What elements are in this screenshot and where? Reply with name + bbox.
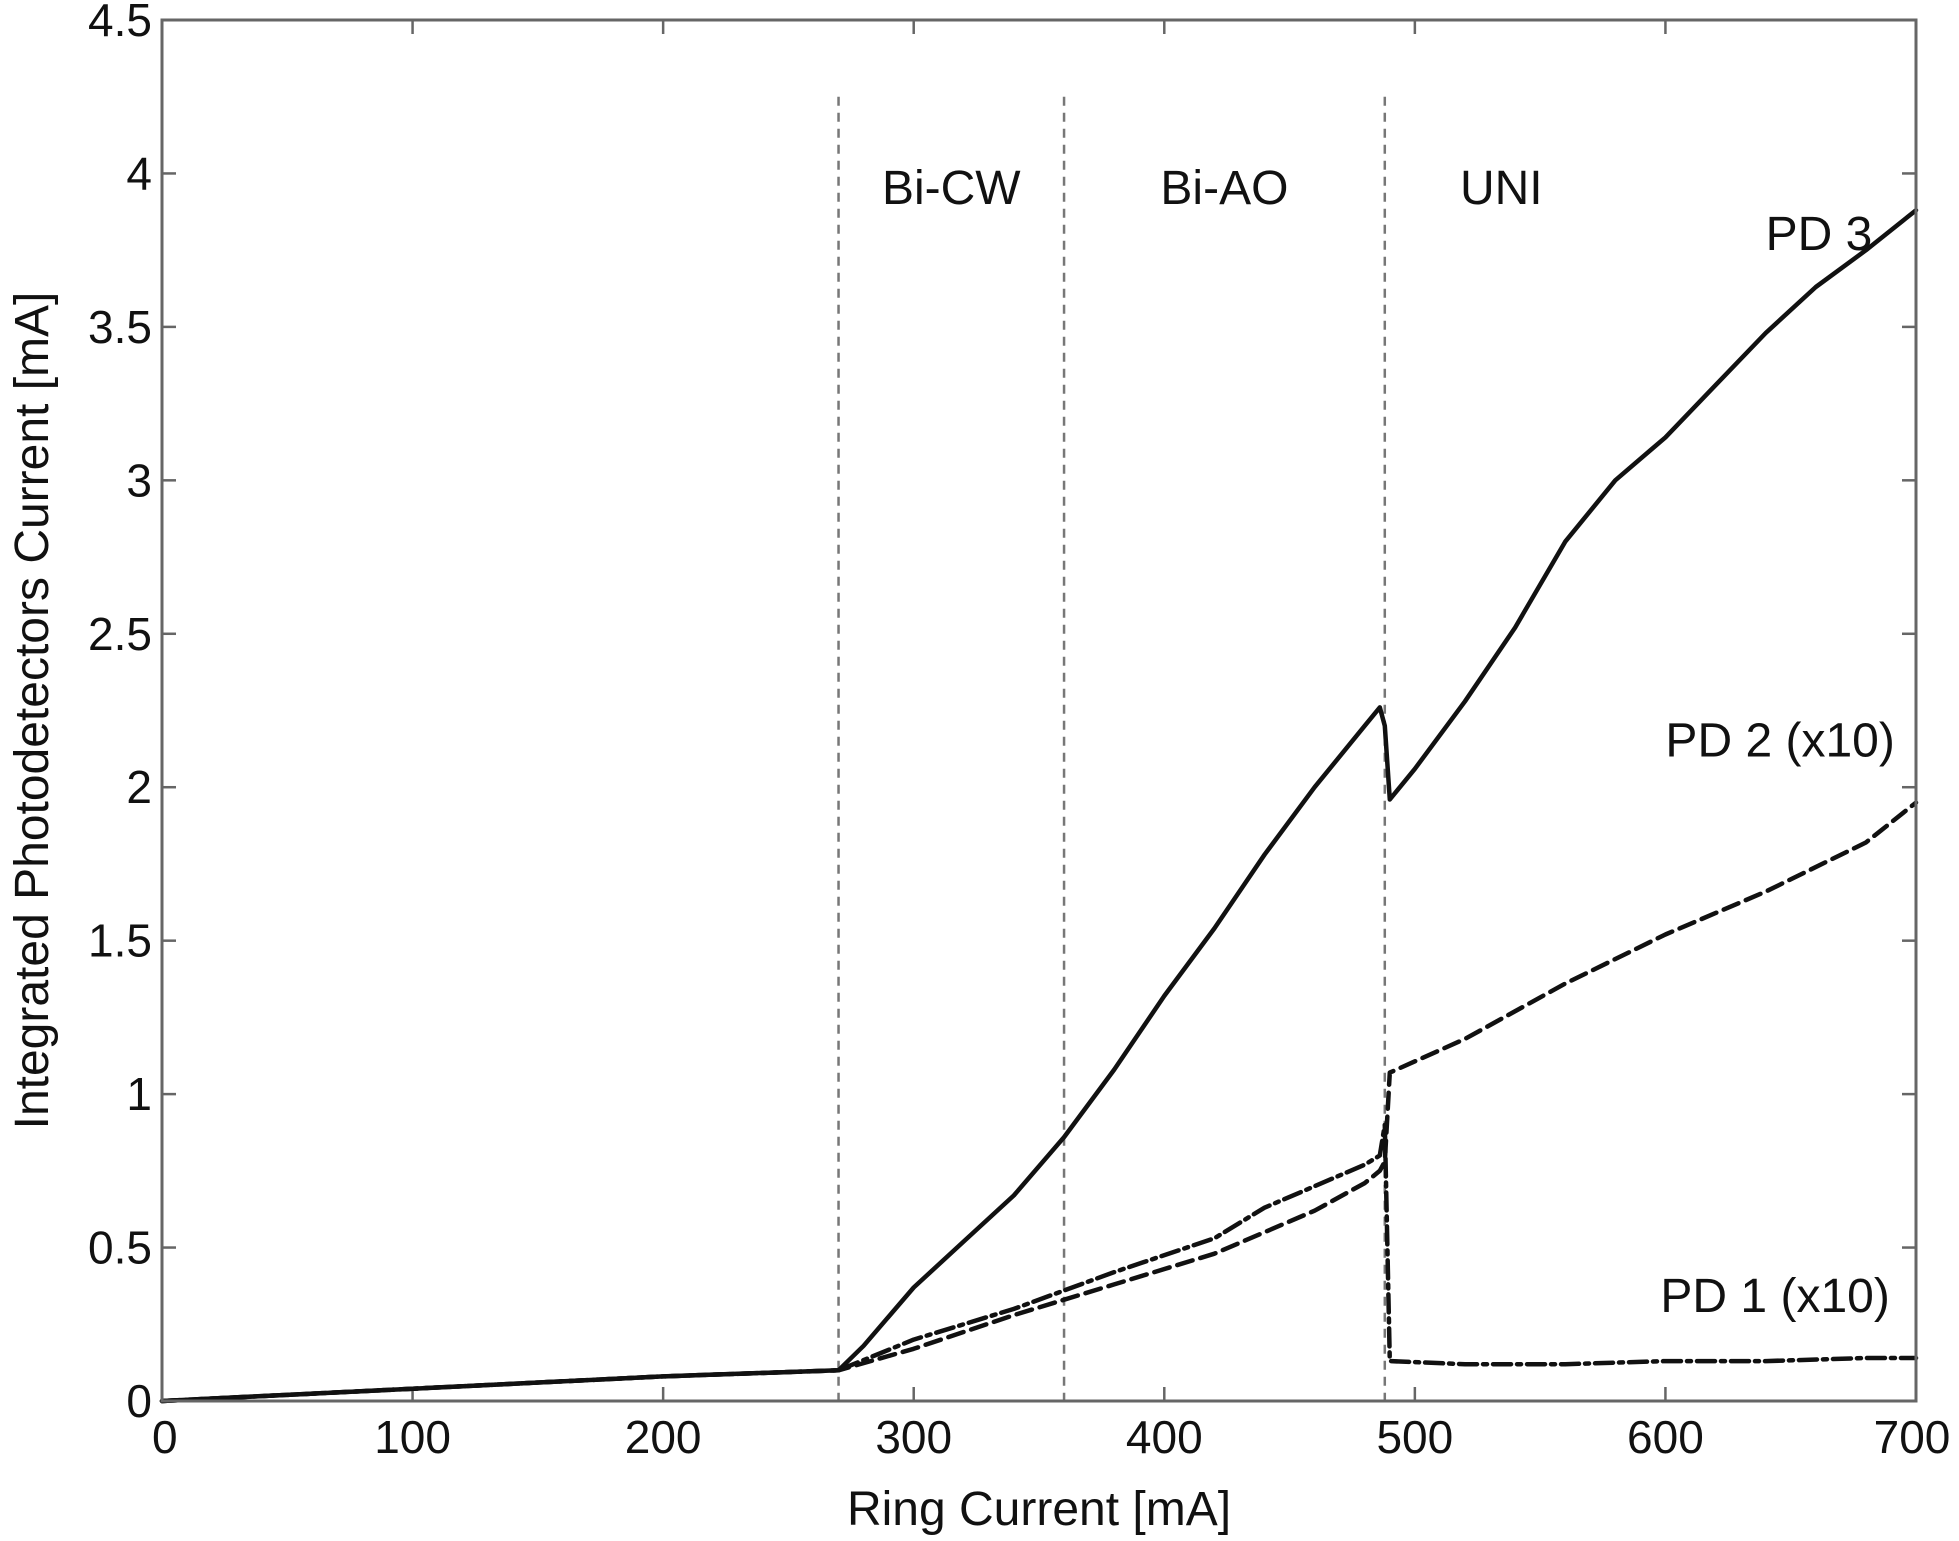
- y-tick-label-4: 2: [126, 761, 152, 813]
- y-tick-label-7: 3.5: [88, 301, 152, 353]
- y-tick-label-3: 1.5: [88, 915, 152, 967]
- x-tick-label-4: 400: [1126, 1411, 1203, 1463]
- series-labels: PD 3 PD 2 (x10) PD 1 (x10): [1660, 208, 1894, 1323]
- y-tick-label-6: 3: [126, 454, 152, 506]
- y-axis-label: Integrated Photodetectors Current [mA]: [6, 292, 59, 1130]
- data-series: [159, 208, 1919, 1404]
- region-label-0: Bi-CW: [882, 162, 1021, 215]
- series-label-2: PD 1 (x10): [1660, 1270, 1889, 1323]
- x-tick-labels: 0 100 200 300 400 500 600 700: [152, 1411, 1950, 1463]
- series-line-0: [159, 208, 1919, 1404]
- y-tick-label-5: 2.5: [88, 608, 152, 660]
- y-tick-label-1: 0.5: [88, 1222, 152, 1274]
- y-tick-labels: 0 0.5 1 1.5 2 2.5 3 3.5 4 4.5: [88, 0, 152, 1427]
- x-tick-label-1: 100: [374, 1411, 451, 1463]
- x-tick-label-0: 0: [152, 1411, 178, 1463]
- series-line-2: [159, 1122, 1919, 1404]
- x-tick-label-3: 300: [875, 1411, 952, 1463]
- y-tick-label-2: 1: [126, 1068, 152, 1120]
- region-label-2: UNI: [1460, 162, 1543, 215]
- series-label-1: PD 2 (x10): [1665, 715, 1894, 768]
- x-tick-label-2: 200: [625, 1411, 702, 1463]
- plot-frame: [160, 18, 1918, 1403]
- x-axis-label: Ring Current [mA]: [847, 1483, 1231, 1536]
- region-label-1: Bi-AO: [1160, 162, 1288, 215]
- region-labels: Bi-CW Bi-AO UNI: [882, 162, 1543, 215]
- y-tick-label-9: 4.5: [88, 0, 152, 46]
- x-tick-label-7: 700: [1874, 1411, 1951, 1463]
- x-tick-label-6: 600: [1627, 1411, 1704, 1463]
- y-tick-label-0: 0: [126, 1375, 152, 1427]
- series-label-0: PD 3: [1766, 208, 1873, 261]
- x-tick-label-5: 500: [1376, 1411, 1453, 1463]
- y-tick-label-8: 4: [126, 147, 152, 199]
